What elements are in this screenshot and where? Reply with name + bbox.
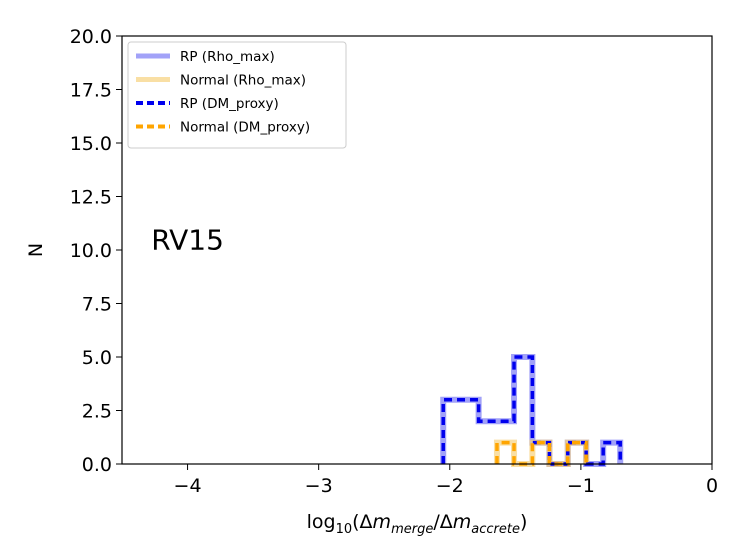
histogram-step-normal-dm-proxy <box>495 440 588 466</box>
legend-label: Normal (Rho_max) <box>180 73 306 89</box>
y-tick-label: 12.5 <box>70 187 112 209</box>
y-tick-label: 7.5 <box>82 294 112 316</box>
axes-frame <box>121 35 713 465</box>
y-tick-label: 15.0 <box>70 133 112 155</box>
legend-label: Normal (DM_proxy) <box>180 120 310 136</box>
histogram-step-rp-dm-proxy <box>441 355 622 466</box>
x-tick-label: −2 <box>436 475 464 497</box>
annotation-label: RV15 <box>151 223 224 256</box>
legend-box <box>127 41 347 149</box>
x-tick-label: 0 <box>706 475 718 497</box>
y-tick-label: 5.0 <box>82 347 112 369</box>
y-tick-label: 10.0 <box>70 240 112 262</box>
y-tick-label: 17.5 <box>70 80 112 102</box>
x-axis-ticks: −4 −3 −2 −1 0 <box>174 464 718 497</box>
plot-area <box>440 354 624 467</box>
legend-label: RP (DM_proxy) <box>180 96 279 112</box>
legend: RP (Rho_max) Normal (Rho_max) RP (DM_proxy… <box>127 41 347 149</box>
x-tick-label: −4 <box>174 475 202 497</box>
y-tick-label: 2.5 <box>82 401 112 423</box>
y-tick-label: 20.0 <box>70 26 112 48</box>
legend-label: RP (Rho_max) <box>180 49 275 65</box>
x-tick-label: −3 <box>305 475 333 497</box>
y-axis-label: N <box>25 243 47 257</box>
y-axis-ticks: 0.0 2.5 5.0 7.5 10.0 12.5 15.0 17.5 20.0 <box>70 26 122 476</box>
x-tick-label: −1 <box>567 475 595 497</box>
x-axis-label: log10(Δmmerge/Δmaccrete) <box>307 511 528 537</box>
y-tick-label: 0.0 <box>82 454 112 476</box>
